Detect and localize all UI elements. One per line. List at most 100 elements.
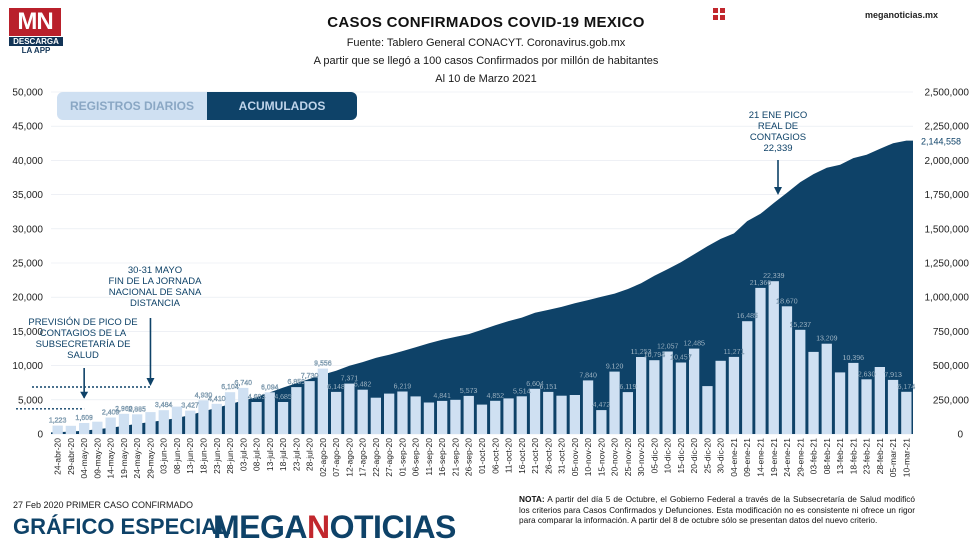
left-tick-label: 35,000	[12, 190, 43, 201]
x-tick-label: 27-ago-20	[384, 438, 394, 477]
daily-bar	[317, 368, 328, 434]
x-tick-label: 02-ago-20	[318, 438, 328, 477]
data-label: 2,630	[858, 371, 876, 378]
annotation-peak-line: 22,339	[763, 143, 792, 154]
left-tick-label: 0	[37, 430, 43, 441]
arrow-head	[80, 391, 89, 399]
x-tick-label: 26-oct-20	[543, 438, 553, 474]
x-tick-label: 06-sep-20	[411, 438, 421, 477]
data-label: 6,219	[394, 384, 412, 391]
data-label: 3,427	[181, 403, 199, 410]
data-label: 4,841	[433, 393, 451, 400]
daily-bar	[211, 403, 222, 434]
annotation-forecast-line: SUBSECRETARÍA DE	[36, 339, 131, 350]
x-tick-label: 24-ene-21	[782, 438, 792, 477]
daily-bar	[715, 360, 726, 434]
x-tick-label: 29-ene-21	[795, 438, 805, 477]
x-tick-label: 16-sep-20	[437, 438, 447, 477]
data-label: 18,670	[776, 298, 798, 305]
app-logo[interactable]: MN DESCARGA LA APP	[9, 8, 63, 55]
x-tick-label: 13-feb-21	[835, 438, 845, 475]
x-tick-label: 19-ene-21	[769, 438, 779, 477]
daily-bar	[304, 381, 315, 434]
left-tick-label: 20,000	[12, 293, 43, 304]
x-tick-label: 26-sep-20	[464, 438, 474, 477]
site-url[interactable]: meganoticias.mx	[864, 10, 938, 20]
x-tick-label: 14-may-20	[106, 438, 116, 479]
data-label: 4,852	[487, 393, 505, 400]
x-tick-label: 03-jun-20	[159, 438, 169, 474]
data-label: 7,913	[884, 372, 902, 379]
chart-subtitle: A partir que se llegó a 100 casos Confir…	[313, 55, 659, 67]
x-tick-label: 11-oct-20	[504, 438, 514, 474]
data-label: 5,573	[460, 388, 478, 395]
annotation-jornada-line: FIN DE LA JORNADA	[109, 276, 203, 287]
brand-part-n: N	[307, 509, 330, 545]
data-label: 10,396	[843, 355, 865, 362]
right-tick-label: 1,750,000	[925, 190, 970, 201]
daily-bar	[105, 417, 116, 434]
daily-bar	[410, 396, 421, 434]
daily-bar	[569, 395, 580, 434]
annotation-peak-line: REAL DE	[758, 121, 798, 132]
daily-bar	[556, 395, 567, 434]
daily-bar	[529, 388, 541, 434]
data-label: 6,174	[898, 384, 916, 391]
daily-bar	[649, 360, 660, 434]
x-tick-label: 10-nov-20	[583, 438, 593, 477]
x-tick-label: 25-nov-20	[623, 438, 633, 477]
x-tick-label: 28-jul-20	[305, 438, 315, 471]
tab-registros-diarios[interactable]: REGISTROS DIARIOS	[57, 92, 207, 120]
data-label: 22,339	[763, 273, 785, 280]
annotation-forecast-line: CONTAGIOS DE LA	[40, 328, 127, 339]
data-label: 6,119	[619, 384, 636, 391]
left-tick-label: 45,000	[12, 122, 43, 133]
daily-bar	[251, 402, 262, 434]
data-label: 1,223	[49, 418, 67, 425]
x-tick-label: 01-oct-20	[477, 438, 487, 474]
daily-bar	[158, 410, 169, 434]
x-tick-label: 21-oct-20	[530, 438, 540, 474]
left-tick-label: 50,000	[12, 88, 43, 99]
x-tick-label: 30-nov-20	[636, 438, 646, 477]
meganoticias-logo[interactable]: MEGANOTICIAS	[213, 509, 456, 546]
x-tick-label: 15-dic-20	[676, 438, 686, 474]
x-tick-label: 28-feb-21	[875, 438, 885, 475]
tab-acumulados[interactable]: ACUMULADOS	[207, 92, 357, 120]
daily-bar	[742, 321, 753, 434]
x-tick-label: 13-jun-20	[185, 438, 195, 474]
daily-bar	[516, 396, 527, 434]
data-label: 3,484	[155, 402, 173, 409]
x-tick-label: 31-oct-20	[557, 438, 567, 474]
x-tick-label: 06-oct-20	[490, 438, 500, 474]
right-tick-label: 0	[957, 430, 963, 441]
daily-bar	[861, 379, 872, 434]
data-label: 21,366	[750, 280, 772, 287]
x-tick-label: 20-dic-20	[689, 438, 699, 474]
daily-bar	[344, 383, 355, 434]
x-tick-label: 13-jul-20	[265, 438, 275, 471]
logo-mark: MN	[9, 8, 61, 36]
daily-bar	[384, 393, 395, 434]
data-label: 4,685	[274, 394, 292, 401]
left-tick-label: 15,000	[12, 327, 43, 338]
data-label: 12,057	[657, 344, 679, 351]
x-axis: 24-abr-20 29-abr-20 04-may-20 09-may-20 14-m…	[53, 438, 912, 479]
x-tick-label: 09-ene-21	[742, 438, 752, 477]
daily-bar	[609, 371, 620, 434]
daily-bar	[185, 410, 196, 434]
x-tick-label: 07-ago-20	[331, 438, 341, 477]
data-label: 11,253	[631, 349, 652, 356]
view-tabs: REGISTROS DIARIOS ACUMULADOS	[57, 92, 357, 120]
annotation-jornada-line: DISTANCIA	[130, 298, 181, 309]
x-tick-label: 09-may-20	[92, 438, 102, 479]
brand-part-a: MEGA	[213, 509, 308, 545]
daily-bar	[171, 406, 183, 434]
annotation-jornada-line: NACIONAL DE SANA	[109, 287, 202, 298]
left-tick-label: 5,000	[18, 395, 43, 406]
daily-bar	[277, 402, 289, 434]
daily-bar	[463, 395, 474, 434]
